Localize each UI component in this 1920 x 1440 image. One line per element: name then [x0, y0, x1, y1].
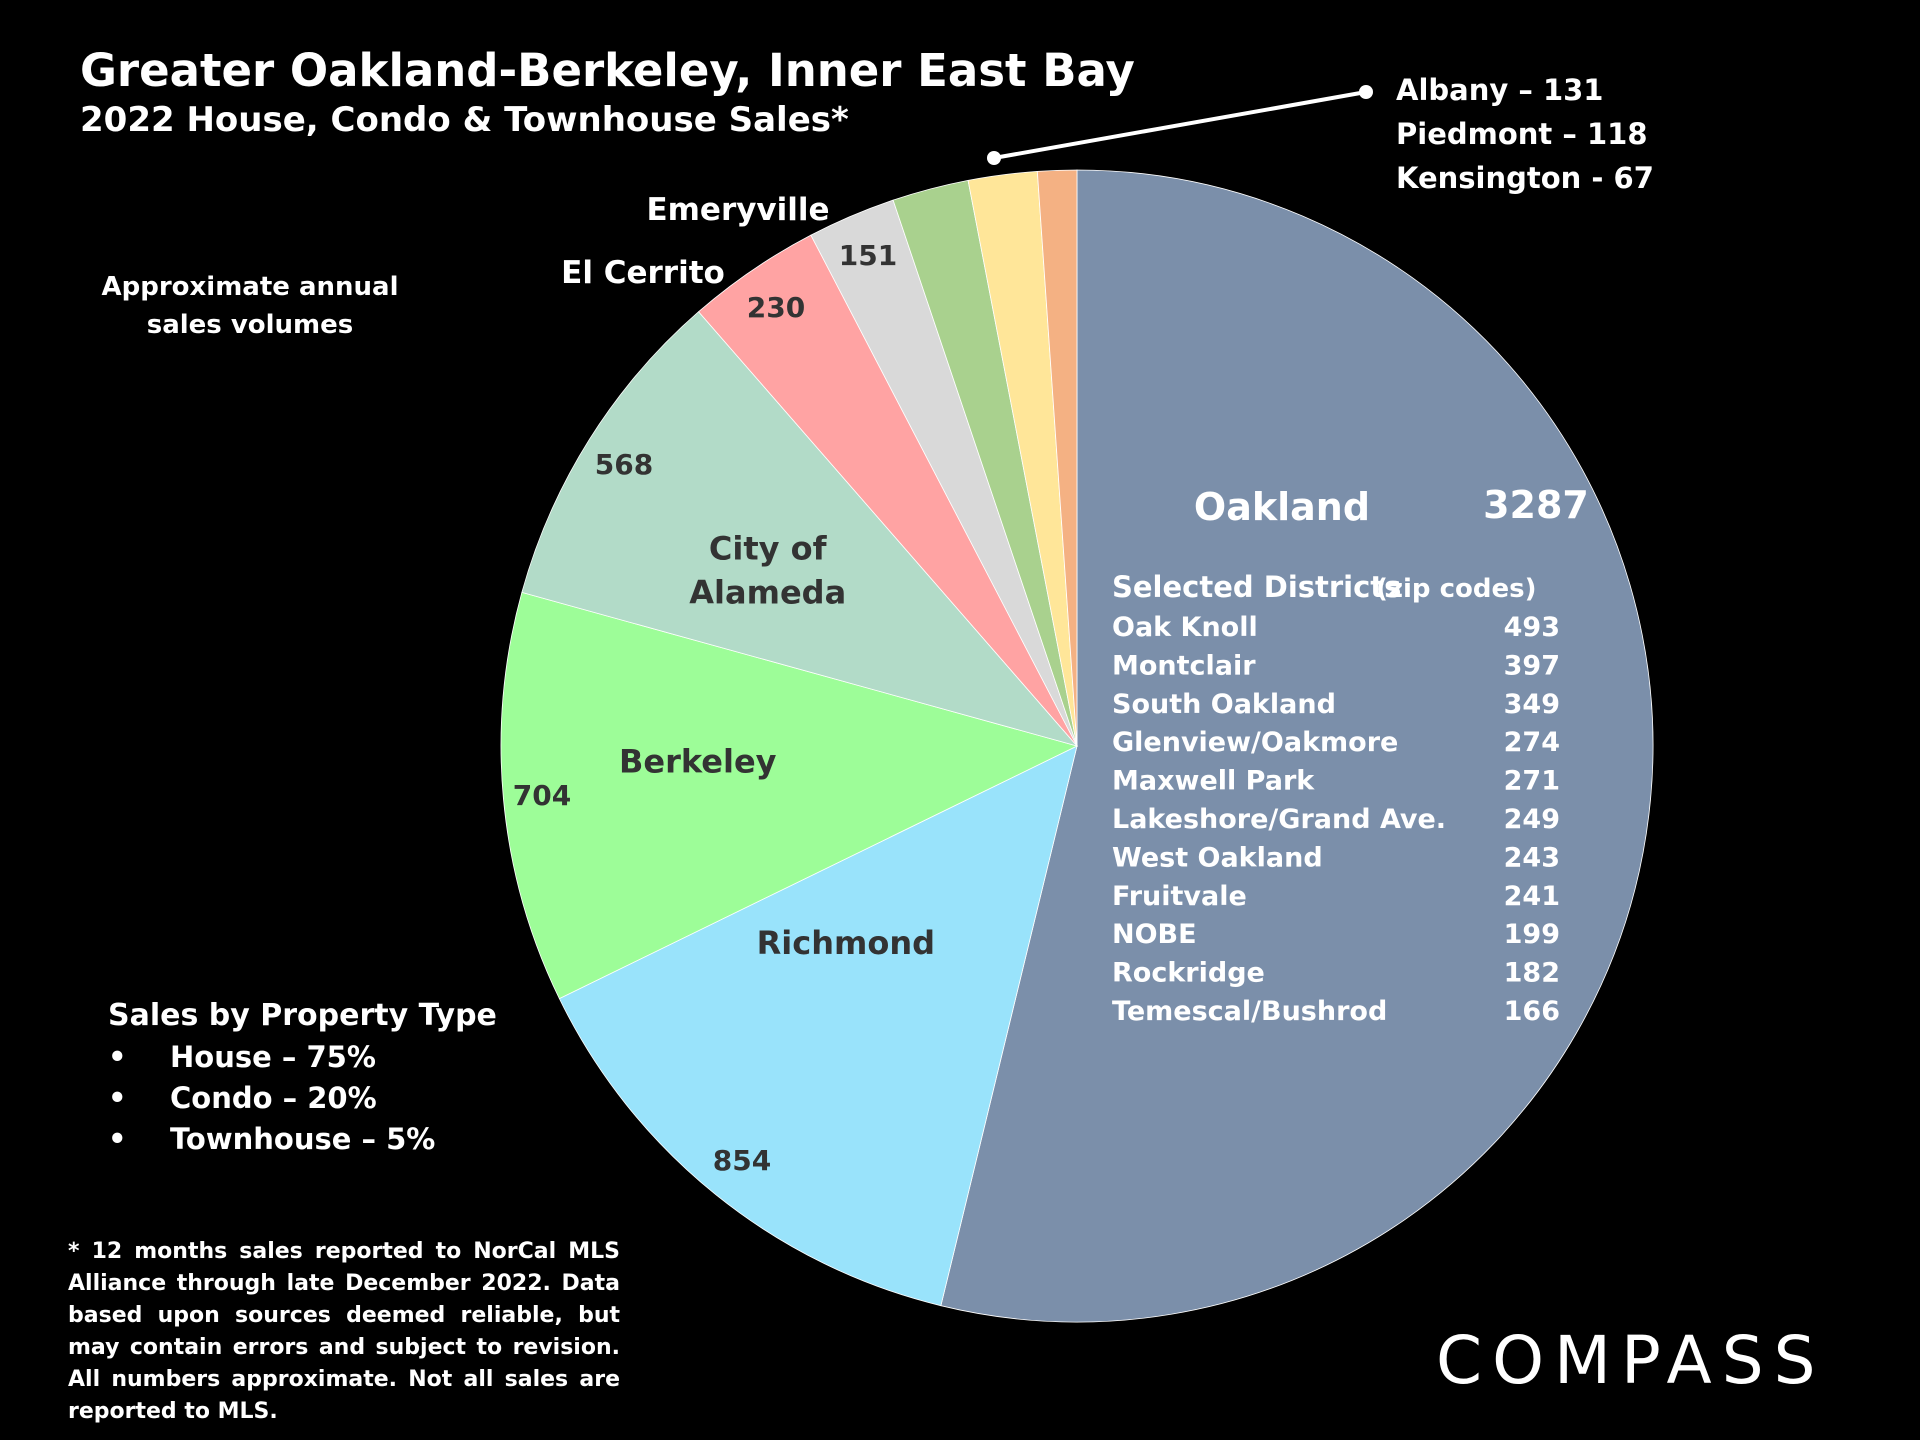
district-name-oak-knoll: Oak Knoll	[1112, 612, 1258, 643]
slice-berkeley	[500, 591, 1079, 1000]
callout-dot-start	[987, 151, 1001, 165]
callout-line-kensington: Kensington - 67	[1396, 161, 1654, 195]
district-name-south-oakland: South Oakland	[1112, 689, 1336, 720]
slice-value-richmond: 854	[713, 1144, 771, 1177]
district-value-south-oakland: 349	[1504, 689, 1560, 720]
slice-value-emeryville: 151	[839, 239, 897, 272]
slice-label-berkeley: Berkeley	[619, 743, 777, 781]
small-slices-callout: Albany – 131 Piedmont – 118 Kensington -…	[1396, 68, 1654, 200]
chart-title: Greater Oakland-Berkeley, Inner East Bay	[80, 44, 1135, 97]
callout-leader-line	[993, 90, 1367, 160]
districts-heading: Selected Districts	[1112, 570, 1401, 604]
district-name-glenview-oakmore: Glenview/Oakmore	[1112, 727, 1398, 758]
property-type-townhouse: Townhouse – 5%	[108, 1119, 497, 1160]
callout-dot-end	[1359, 85, 1373, 99]
district-name-fruitvale: Fruitvale	[1112, 881, 1247, 912]
district-value-west-oakland: 243	[1504, 842, 1560, 873]
district-value-oak-knoll: 493	[1504, 612, 1560, 643]
slice-city-of-alameda	[521, 311, 1079, 747]
compass-logo: COMPASS	[1436, 1322, 1826, 1399]
district-name-nobe: NOBE	[1112, 919, 1197, 950]
property-type-condo: Condo – 20%	[108, 1078, 497, 1119]
district-name-lakeshore-grand-ave: Lakeshore/Grand Ave.	[1112, 804, 1446, 835]
district-value-rockridge: 182	[1504, 958, 1560, 989]
slice-value-city-of-alameda: 568	[595, 448, 653, 481]
district-name-maxwell-park: Maxwell Park	[1112, 766, 1315, 797]
district-name-rockridge: Rockridge	[1112, 958, 1265, 989]
property-type-house: House – 75%	[108, 1037, 497, 1078]
slice-label-oakland: Oakland	[1194, 485, 1370, 529]
slice-label-city-of-alameda: City of Alameda	[689, 529, 846, 611]
slice-value-el-cerrito: 230	[747, 291, 805, 324]
chart-annotation: Approximate annual sales volumes	[101, 272, 399, 340]
slice-richmond	[558, 745, 1078, 1307]
slice-oakland	[940, 169, 1654, 1323]
property-type-list: House – 75% Condo – 20% Townhouse – 5%	[108, 1037, 497, 1160]
district-name-montclair: Montclair	[1112, 650, 1256, 681]
slice-label-richmond: Richmond	[757, 924, 935, 962]
property-type-panel: Sales by Property Type House – 75% Condo…	[108, 998, 497, 1160]
slice-label-emeryville: Emeryville	[646, 192, 829, 228]
districts-heading-note: (zip codes)	[1376, 574, 1536, 604]
slice-value-berkeley: 704	[513, 779, 571, 812]
callout-line-piedmont: Piedmont – 118	[1396, 117, 1648, 151]
district-value-nobe: 199	[1504, 919, 1560, 950]
district-value-montclair: 397	[1504, 650, 1560, 681]
district-name-temescal-bushrod: Temescal/Bushrod	[1112, 996, 1387, 1027]
callout-line-albany: Albany – 131	[1396, 73, 1604, 107]
footnote: * 12 months sales reported to NorCal MLS…	[68, 1239, 620, 1424]
district-value-temescal-bushrod: 166	[1504, 996, 1560, 1027]
slice-kensington	[1036, 169, 1078, 747]
property-type-title: Sales by Property Type	[108, 998, 497, 1033]
chart-subtitle: 2022 House, Condo & Townhouse Sales*	[80, 100, 849, 140]
district-name-west-oakland: West Oakland	[1112, 842, 1323, 873]
slice-value-oakland: 3287	[1483, 483, 1589, 527]
district-value-fruitvale: 241	[1504, 881, 1560, 912]
slice-label-el-cerrito: El Cerrito	[561, 255, 725, 291]
district-value-maxwell-park: 271	[1504, 766, 1560, 797]
district-value-lakeshore-grand-ave: 249	[1504, 804, 1560, 835]
district-value-glenview-oakmore: 274	[1504, 727, 1560, 758]
